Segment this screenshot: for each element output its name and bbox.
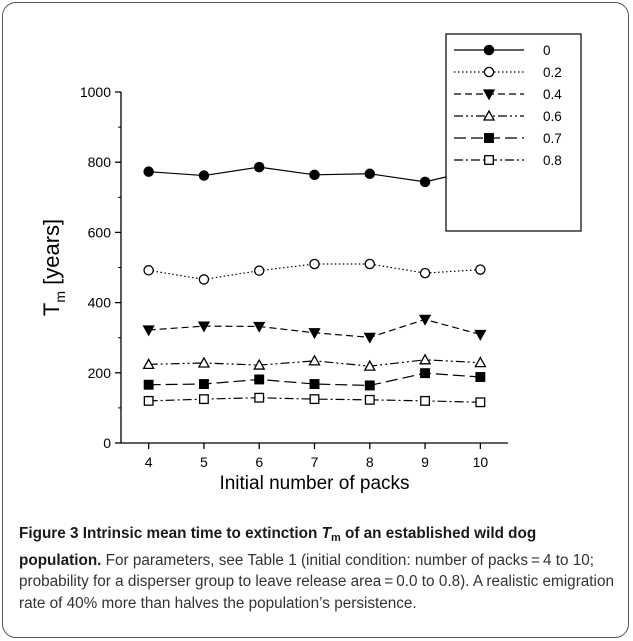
data-point xyxy=(418,314,432,326)
data-point xyxy=(419,267,431,279)
data-point xyxy=(253,358,266,370)
data-point xyxy=(142,325,155,337)
y-tick-label: 600 xyxy=(88,224,112,240)
data-point xyxy=(143,265,154,276)
y-tick-label: 400 xyxy=(88,295,112,311)
legend-label: 0.4 xyxy=(543,87,562,102)
legend-marker xyxy=(483,66,495,78)
legend-marker xyxy=(484,133,494,143)
data-point xyxy=(309,394,320,405)
data-point xyxy=(420,368,431,379)
data-point xyxy=(475,397,486,408)
data-point xyxy=(143,166,154,177)
data-point xyxy=(198,274,210,285)
legend-label: 0.2 xyxy=(543,65,562,80)
x-tick-label: 6 xyxy=(255,454,263,470)
data-point xyxy=(254,374,265,385)
legend-marker xyxy=(483,44,495,56)
data-point xyxy=(198,394,209,405)
data-point xyxy=(253,161,265,173)
x-tick-label: 9 xyxy=(421,454,429,470)
x-tick-label: 8 xyxy=(366,454,374,470)
data-point xyxy=(308,328,321,340)
y-axis-label: Tm [years] xyxy=(39,219,68,316)
legend-label: 0.8 xyxy=(543,153,562,168)
data-point xyxy=(143,379,154,390)
data-point xyxy=(253,321,266,333)
data-point xyxy=(198,170,210,181)
data-point xyxy=(363,359,376,371)
legend-marker xyxy=(484,155,494,165)
legend-label: 0.6 xyxy=(543,109,562,124)
legend-box xyxy=(445,33,582,232)
data-point xyxy=(364,258,376,270)
data-point xyxy=(308,354,321,366)
line-chart: 0 200 400 600 800 1000 4 5 6 7 8 9 10 Initial number … xyxy=(39,33,582,494)
legend-marker xyxy=(482,89,496,101)
data-point xyxy=(420,395,431,406)
x-tick-label: 10 xyxy=(473,454,489,470)
data-point xyxy=(475,264,486,275)
data-point xyxy=(363,332,376,344)
data-point xyxy=(364,394,375,405)
x-tick-label: 5 xyxy=(200,454,208,470)
data-point xyxy=(419,176,431,188)
x-tick-label: 4 xyxy=(145,454,153,470)
data-point xyxy=(197,321,211,333)
data-point xyxy=(418,353,432,365)
x-axis-label: Initial number of packs xyxy=(219,473,409,494)
caption-body: For parameters, see Table 1 (initial con… xyxy=(19,551,614,612)
legend-label: 0 xyxy=(543,43,551,58)
data-point xyxy=(474,329,487,341)
data-point xyxy=(474,356,487,368)
data-point xyxy=(309,258,320,270)
data-point xyxy=(309,169,320,181)
y-tick-label: 200 xyxy=(88,365,112,381)
data-point xyxy=(142,358,155,370)
x-tick-label: 7 xyxy=(311,454,319,470)
legend-label: 0.7 xyxy=(543,131,562,146)
data-point xyxy=(197,356,211,368)
data-point xyxy=(198,379,209,389)
y-tick-label: 1000 xyxy=(80,84,111,100)
data-point xyxy=(143,395,154,406)
data-point xyxy=(253,265,265,276)
y-tick-label: 0 xyxy=(103,435,111,451)
data-point xyxy=(309,379,320,389)
data-point xyxy=(475,372,486,382)
figure-caption: Figure 3 Intrinsic mean time to extincti… xyxy=(19,523,617,614)
y-tick-label: 800 xyxy=(88,154,112,170)
data-point xyxy=(364,380,375,391)
data-point xyxy=(364,168,376,180)
caption-title: Figure 3 Intrinsic mean time to extincti… xyxy=(19,525,537,569)
legend-marker xyxy=(482,109,496,121)
data-point xyxy=(254,392,265,403)
